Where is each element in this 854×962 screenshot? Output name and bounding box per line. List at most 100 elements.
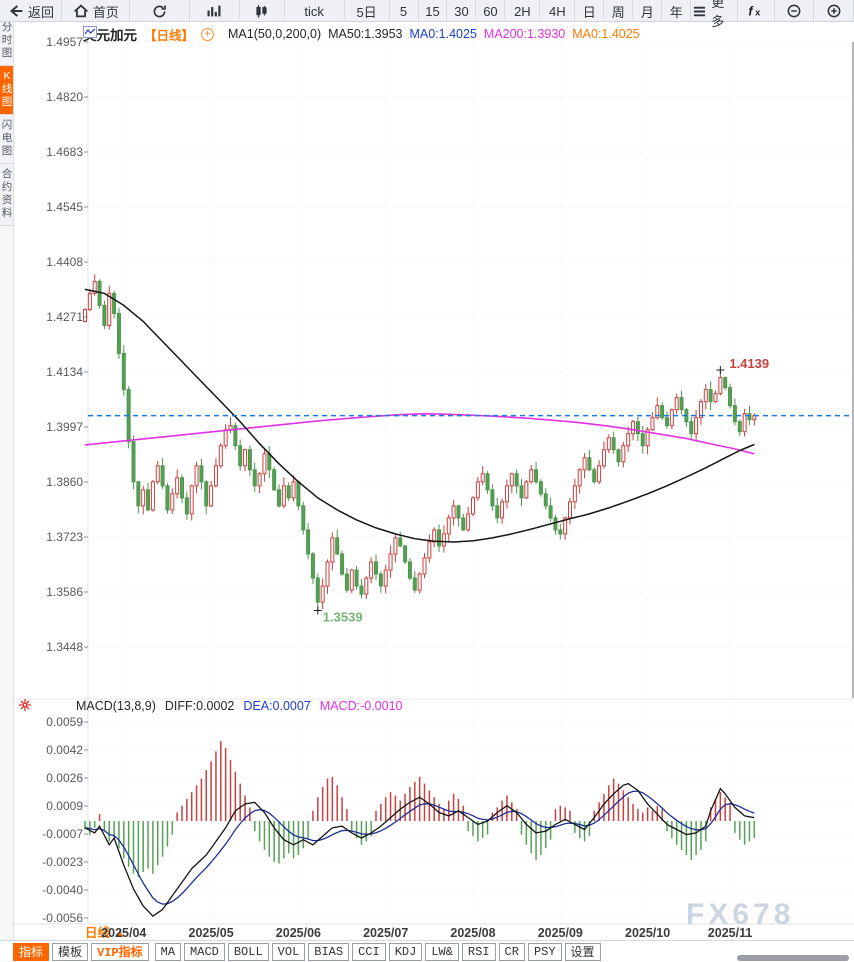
toolbar-label: 2H <box>514 3 531 19</box>
x-axis-label: 2025/06 <box>276 926 321 940</box>
toolbar-label: 返回 <box>27 4 54 20</box>
toolbar-label: 5 <box>399 3 408 19</box>
toolbar-label: 首页 <box>92 4 119 20</box>
tab-indicators[interactable]: 指标 <box>13 942 50 961</box>
top-toolbar: 返回 首页 tick 5日 5 15 30 60 2H 4H 日周月年 更多 f x <box>0 0 854 29</box>
low-annotation: 1.3539 <box>313 606 363 625</box>
sidebar-item-contract-info[interactable]: 合约资料 <box>0 164 13 226</box>
toolbar-bar-chart-view[interactable] <box>190 0 240 22</box>
toolbar-label: 15 <box>425 3 440 19</box>
tab-boll[interactable]: BOLL <box>227 942 269 961</box>
macd-axis-label: 0.0059 <box>46 715 83 729</box>
toolbar-period-2h[interactable]: 2H <box>505 0 541 22</box>
price-axis-label: 1.4683 <box>46 145 83 159</box>
menu-icon <box>691 3 708 20</box>
horizontal-scrollbar[interactable] <box>737 955 849 961</box>
x-axis-label: 2025/05 <box>189 926 234 940</box>
macd-value: MACD:-0.0010 <box>319 699 403 713</box>
price-axis-label: 1.4545 <box>46 200 83 214</box>
toolbar-period-week[interactable]: 周 <box>604 0 634 22</box>
toolbar-more-menu[interactable]: 更多 <box>691 0 739 29</box>
toolbar-period-15[interactable]: 15 <box>419 0 448 22</box>
macd-axis-label: -0.0040 <box>42 883 83 897</box>
price-axis-label: 1.3723 <box>46 530 83 544</box>
x-axis-label: 2025/07 <box>363 926 408 940</box>
toolbar-label: 60 <box>483 3 498 19</box>
back-arrow-icon <box>7 2 25 20</box>
zoom-out-icon <box>785 2 803 20</box>
chart-area: FX678 1.4139 1.3539 1.4957 1.4820 1.4683 1.45… <box>14 22 854 940</box>
toolbar-period-5d[interactable]: 5日 <box>345 0 390 22</box>
tab-cci[interactable]: CCI <box>352 942 386 961</box>
tab-bias[interactable]: BIAS <box>308 942 350 961</box>
toolbar-period-day[interactable]: 日 <box>575 0 605 22</box>
tab-templates[interactable]: 模板 <box>52 942 89 961</box>
toolbar-period-tick[interactable]: tick <box>285 0 345 22</box>
macd-header: MACD(13,8,9) DIFF:0.0002 DEA:0.0007 MACD… <box>16 698 402 714</box>
tab-vip-indicators[interactable]: VIP指标 <box>91 942 149 961</box>
period-axis-label[interactable]: 日线 ▲ <box>85 925 126 940</box>
dea-line <box>84 790 755 905</box>
bar-chart-icon <box>205 2 223 20</box>
toolbar-period-60[interactable]: 60 <box>476 0 506 22</box>
toolbar-zoom-in[interactable] <box>814 0 854 22</box>
toolbar-period-30[interactable]: 30 <box>447 0 477 22</box>
candlestick-icon <box>253 3 270 20</box>
ma200-line <box>84 412 755 455</box>
toolbar-period-year[interactable]: 年 <box>662 0 692 22</box>
add-indicator-icon[interactable]: + <box>201 27 215 41</box>
home-icon <box>72 2 90 20</box>
tab-rsi[interactable]: RSI <box>461 942 496 961</box>
ma-params-label: MA1(50,0,200,0) <box>228 27 322 41</box>
price-axis-label: 1.3448 <box>46 640 83 654</box>
tab-ma[interactable]: MA <box>154 942 182 961</box>
price-axis-label: 1.4271 <box>46 310 83 324</box>
candlestick-series <box>83 274 757 611</box>
tab-cr[interactable]: CR <box>498 942 525 961</box>
macd-axis-label: 0.0009 <box>46 799 83 813</box>
tab-kdj[interactable]: KDJ <box>388 942 423 961</box>
sidebar-item-lightning-chart[interactable]: 闪电图 <box>0 115 13 164</box>
sidebar-item-time-chart[interactable]: 分时图 <box>0 22 13 66</box>
tab-psy[interactable]: PSY <box>527 942 562 961</box>
toolbar-zoom-out[interactable] <box>775 0 815 22</box>
toolbar-refresh[interactable] <box>130 0 190 22</box>
toolbar-period-4h[interactable]: 4H <box>540 0 576 22</box>
tab-vol[interactable]: VOL <box>271 942 306 961</box>
diff-value: DIFF:0.0002 <box>164 699 235 713</box>
price-axis-label: 1.4134 <box>46 365 83 379</box>
time-axis: 日线 ▲2025/04 2025/05 2025/06 2025/07 2025/08 2… <box>85 925 752 940</box>
period-tag: 【日线】 <box>144 28 195 43</box>
high-annotation: 1.4139 <box>716 356 769 374</box>
toolbar-back[interactable]: 返回 <box>0 0 62 22</box>
toolbar-label: 年 <box>669 4 683 20</box>
bottom-tabbar: 指标 模板 VIP指标 MA MACD BOLL VOL BIAS CCI KDJ LW& RSI CR… <box>0 940 854 962</box>
zoom-in-icon <box>825 2 843 20</box>
svg-text:1.3539: 1.3539 <box>323 610 363 625</box>
macd-axis-label: -0.0007 <box>42 827 83 841</box>
x-axis-label: 2025/09 <box>538 926 583 940</box>
toolbar-label: 更多 <box>711 0 725 29</box>
toolbar-label: 周 <box>611 4 625 20</box>
macd-axis-label: 0.0042 <box>46 743 83 757</box>
price-axis-label: 1.4957 <box>46 35 83 49</box>
macd-axis-label: 0.0026 <box>46 771 83 785</box>
diff-line <box>84 782 755 918</box>
price-axis: 1.4957 1.4820 1.4683 1.4545 1.4408 1.4271 1.41… <box>42 35 88 925</box>
toolbar-candle-view[interactable] <box>240 0 285 22</box>
toolbar-period-month[interactable]: 月 <box>633 0 663 22</box>
svg-text:x: x <box>755 7 761 17</box>
macd-params-label: MACD(13,8,9) <box>76 699 156 713</box>
price-axis-label: 1.3586 <box>46 585 83 599</box>
tab-macd[interactable]: MACD <box>184 942 225 961</box>
toolbar-home[interactable]: 首页 <box>62 0 130 22</box>
toolbar-period-5[interactable]: 5 <box>390 0 419 22</box>
tab-settings[interactable]: 设置 <box>564 942 601 961</box>
chart-canvas[interactable]: 1.4139 1.3539 1.4957 1.4820 1.4683 1.4545 1.44… <box>14 22 854 940</box>
tab-lwr[interactable]: LW& <box>425 942 459 961</box>
macd-axis-label: -0.0023 <box>42 855 83 869</box>
